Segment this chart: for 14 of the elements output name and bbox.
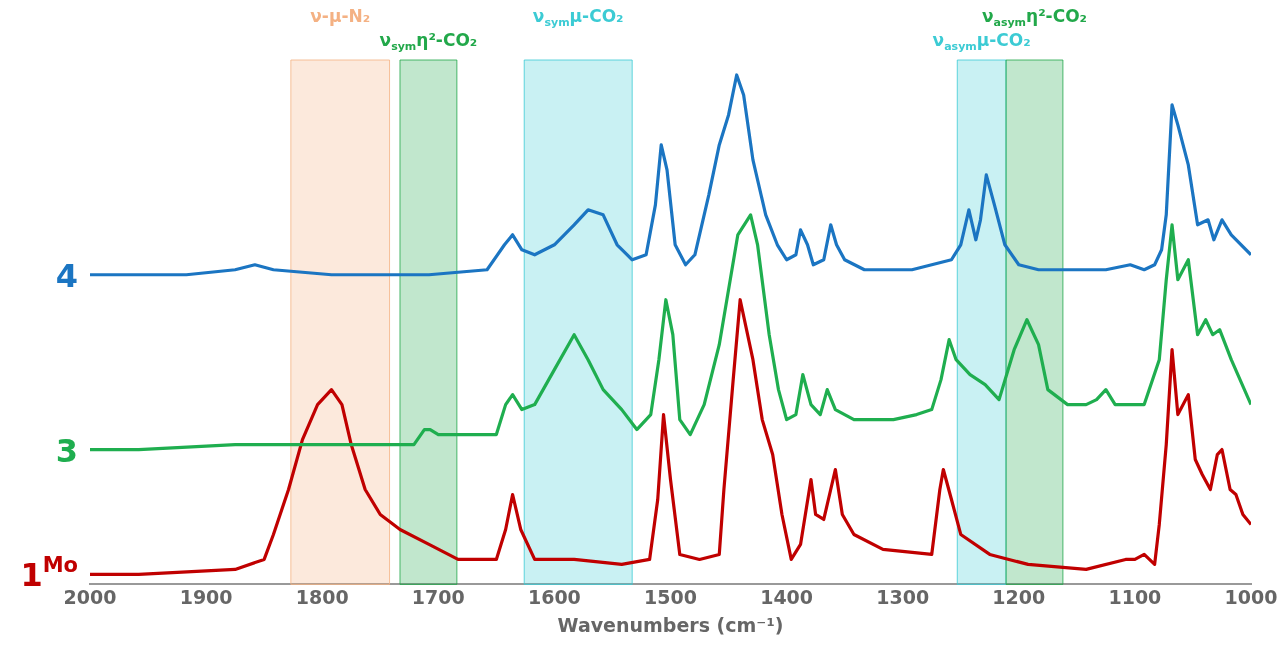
x-tick-label: 1100 [1108,585,1162,608]
x-tick-label: 1300 [876,585,930,608]
x-tick-label: 1000 [1224,585,1278,608]
x-tick-label: 1400 [760,585,814,608]
band-label: ν-μ-N₂ [310,6,371,26]
x-tick-label: 1500 [644,585,697,608]
x-tick-label: 1800 [295,585,349,608]
x-tick-label: 1700 [411,585,465,608]
series-label: 3 [55,431,78,470]
x-tick-label: 1900 [179,585,233,608]
x-tick-label: 1600 [527,585,581,608]
x-tick-label: 1200 [992,585,1046,608]
x-axis-title: Wavenumbers (cm⁻¹) [557,613,784,636]
series-label: 4 [55,256,78,295]
